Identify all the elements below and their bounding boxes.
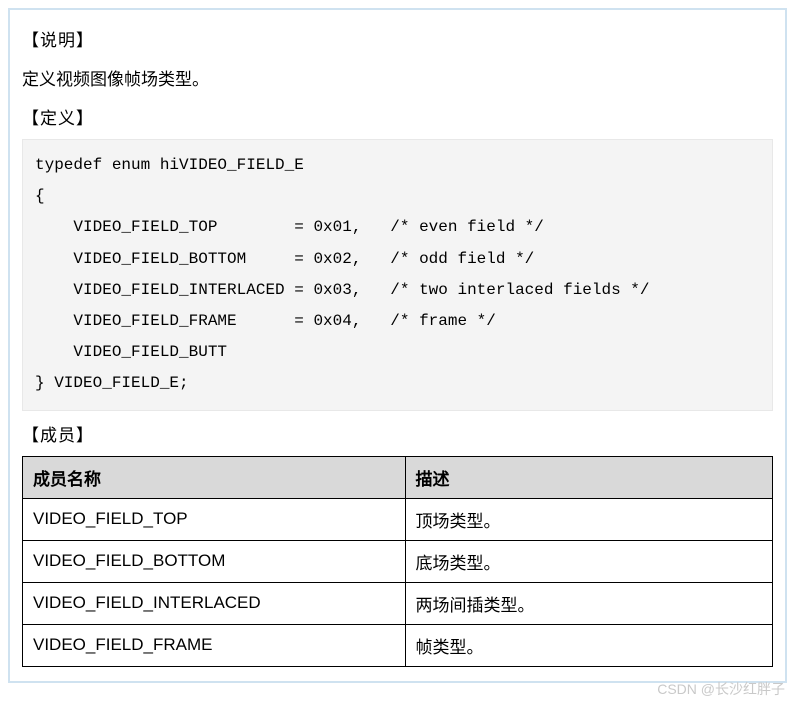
cell-member-name: VIDEO_FIELD_FRAME <box>23 624 406 666</box>
table-row: VIDEO_FIELD_FRAME 帧类型。 <box>23 624 773 666</box>
explain-text: 定义视频图像帧场类型。 <box>22 65 773 90</box>
table-row: VIDEO_FIELD_TOP 顶场类型。 <box>23 498 773 540</box>
cell-member-name: VIDEO_FIELD_INTERLACED <box>23 582 406 624</box>
table-header-desc: 描述 <box>405 456 773 498</box>
table-header-name: 成员名称 <box>23 456 406 498</box>
table-body: VIDEO_FIELD_TOP 顶场类型。 VIDEO_FIELD_BOTTOM… <box>23 498 773 666</box>
table-header-row: 成员名称 描述 <box>23 456 773 498</box>
table-row: VIDEO_FIELD_BOTTOM 底场类型。 <box>23 540 773 582</box>
table-row: VIDEO_FIELD_INTERLACED 两场间插类型。 <box>23 582 773 624</box>
members-table: 成员名称 描述 VIDEO_FIELD_TOP 顶场类型。 VIDEO_FIEL… <box>22 456 773 667</box>
cell-member-desc: 两场间插类型。 <box>405 582 773 624</box>
cell-member-desc: 帧类型。 <box>405 624 773 666</box>
section-title-define: 【定义】 <box>22 104 773 129</box>
cell-member-desc: 底场类型。 <box>405 540 773 582</box>
document-frame: 【说明】 定义视频图像帧场类型。 【定义】 typedef enum hiVID… <box>8 8 787 683</box>
section-title-members: 【成员】 <box>22 421 773 446</box>
section-title-explain: 【说明】 <box>22 26 773 51</box>
code-block: typedef enum hiVIDEO_FIELD_E { VIDEO_FIE… <box>22 139 773 411</box>
cell-member-name: VIDEO_FIELD_TOP <box>23 498 406 540</box>
cell-member-name: VIDEO_FIELD_BOTTOM <box>23 540 406 582</box>
cell-member-desc: 顶场类型。 <box>405 498 773 540</box>
